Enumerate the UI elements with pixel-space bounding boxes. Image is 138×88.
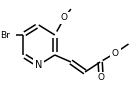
Text: O: O xyxy=(112,48,119,57)
Text: Br: Br xyxy=(1,31,10,40)
Text: O: O xyxy=(61,13,68,23)
Text: N: N xyxy=(35,60,42,70)
Text: O: O xyxy=(98,73,105,83)
